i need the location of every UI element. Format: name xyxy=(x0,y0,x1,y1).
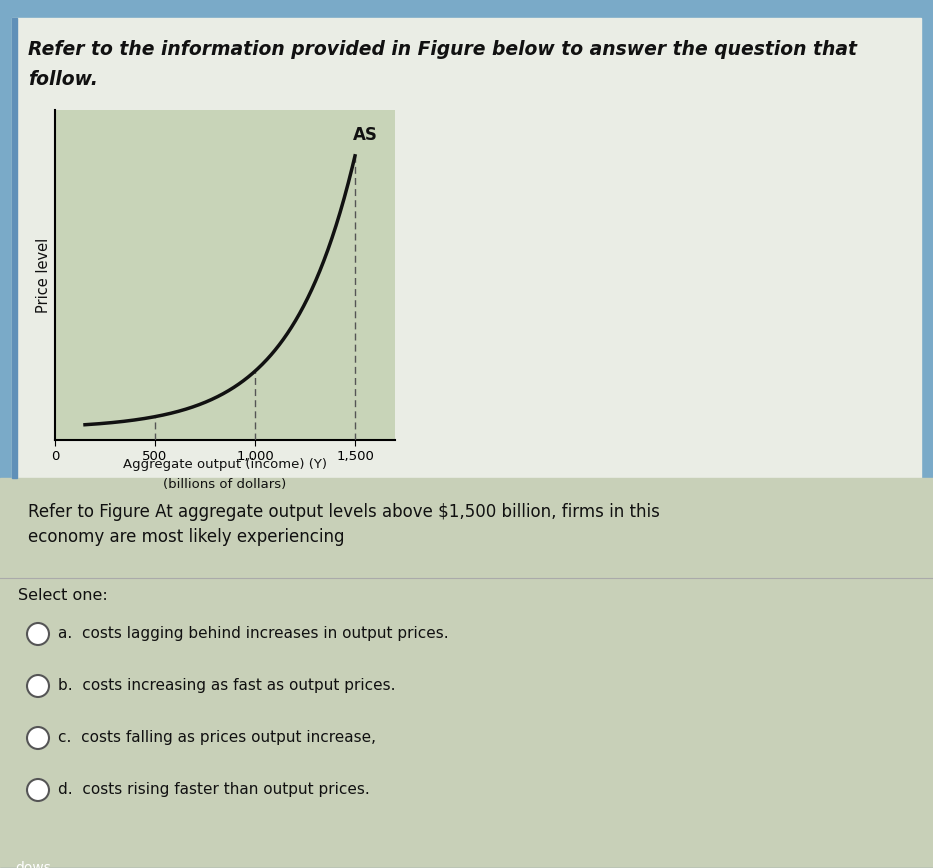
Text: (billions of dollars): (billions of dollars) xyxy=(163,478,286,491)
Text: Refer to Figure At aggregate output levels above $1,500 billion, firms in this: Refer to Figure At aggregate output leve… xyxy=(28,503,660,521)
Circle shape xyxy=(27,623,49,645)
Text: d.  costs rising faster than output prices.: d. costs rising faster than output price… xyxy=(58,782,369,797)
Circle shape xyxy=(27,727,49,749)
Text: dows: dows xyxy=(15,861,51,868)
Text: c.  costs falling as prices output increase,: c. costs falling as prices output increa… xyxy=(58,730,376,745)
Bar xyxy=(12,18,17,478)
Circle shape xyxy=(27,675,49,697)
Text: economy are most likely experiencing: economy are most likely experiencing xyxy=(28,528,344,546)
Text: Select one:: Select one: xyxy=(18,588,107,603)
Text: Aggregate output (income) (Y): Aggregate output (income) (Y) xyxy=(123,458,327,471)
Text: b.  costs increasing as fast as output prices.: b. costs increasing as fast as output pr… xyxy=(58,678,396,693)
Circle shape xyxy=(27,779,49,801)
Text: AS: AS xyxy=(353,126,378,143)
Bar xyxy=(0,0,933,18)
Text: a.  costs lagging behind increases in output prices.: a. costs lagging behind increases in out… xyxy=(58,626,449,641)
Bar xyxy=(0,478,933,868)
Bar xyxy=(12,18,921,478)
Text: Refer to the information provided in Figure below to answer the question that: Refer to the information provided in Fig… xyxy=(28,40,857,59)
Y-axis label: Price level: Price level xyxy=(35,237,50,312)
Text: follow.: follow. xyxy=(28,70,98,89)
